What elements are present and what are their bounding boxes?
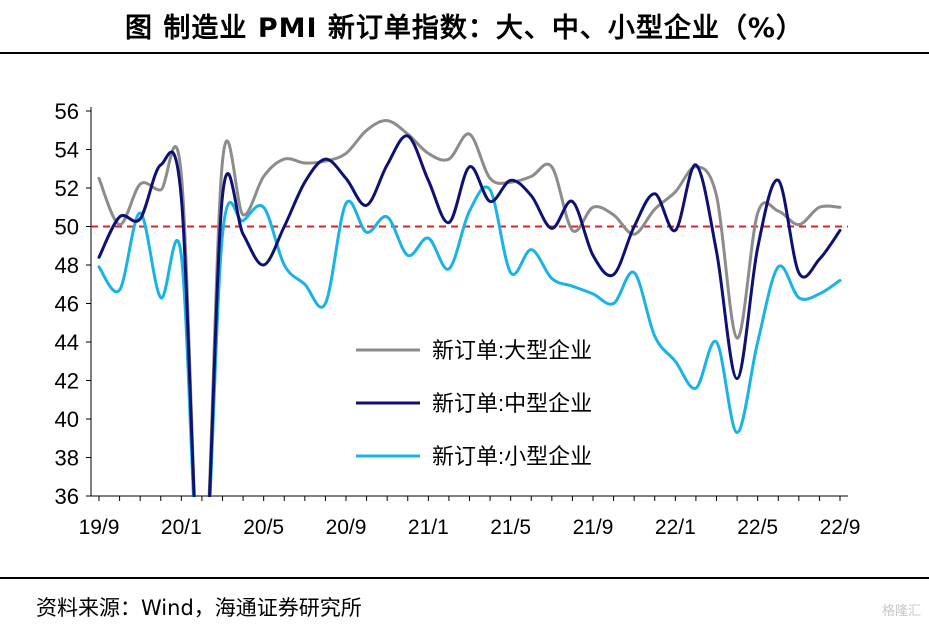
series-line-3 bbox=[97, 185, 842, 497]
x-tick-label: 21/1 bbox=[408, 516, 449, 539]
x-tick-label: 19/9 bbox=[79, 516, 120, 539]
y-tick-label: 52 bbox=[55, 176, 79, 201]
y-tick-label: 46 bbox=[55, 292, 79, 317]
y-tick-label: 38 bbox=[55, 446, 79, 471]
bottom-rule bbox=[0, 577, 929, 579]
x-tick-label: 21/9 bbox=[573, 516, 614, 539]
y-tick-label: 48 bbox=[55, 253, 79, 278]
y-tick-label: 54 bbox=[55, 138, 79, 163]
y-tick-label: 42 bbox=[55, 369, 79, 394]
line-chart: 36 38 40 42 44 46 48 50 52 54 56 19/9 20/1 20/5 20/9 21… bbox=[55, 99, 861, 539]
y-tick-label: 36 bbox=[55, 484, 79, 509]
series-line-2 bbox=[97, 134, 842, 497]
chart-title: 图 制造业 PMI 新订单指数：大、中、小型企业（%） bbox=[125, 13, 804, 44]
legend-label: 新订单:中型企业 bbox=[432, 391, 592, 416]
watermark: 格隆汇 bbox=[881, 604, 921, 619]
y-tick-label: 56 bbox=[55, 99, 79, 124]
x-tick-label: 21/5 bbox=[490, 516, 531, 539]
source-note: 资料来源：Wind，海通证券研究所 bbox=[36, 596, 362, 620]
x-tick-label: 20/5 bbox=[243, 516, 284, 539]
series-line-1 bbox=[97, 119, 842, 497]
x-tick-label: 22/5 bbox=[737, 516, 778, 539]
y-tick-label: 40 bbox=[55, 407, 79, 432]
legend-label: 新订单:大型企业 bbox=[432, 338, 592, 363]
x-tick-label: 22/9 bbox=[820, 516, 861, 539]
x-tick-label: 20/1 bbox=[161, 516, 202, 539]
legend-label: 新订单:小型企业 bbox=[432, 444, 592, 469]
x-tick-label: 22/1 bbox=[655, 516, 696, 539]
y-tick-label: 50 bbox=[55, 215, 79, 240]
x-tick-label: 20/9 bbox=[326, 516, 367, 539]
top-rule bbox=[0, 52, 929, 54]
y-tick-label: 44 bbox=[55, 330, 79, 355]
